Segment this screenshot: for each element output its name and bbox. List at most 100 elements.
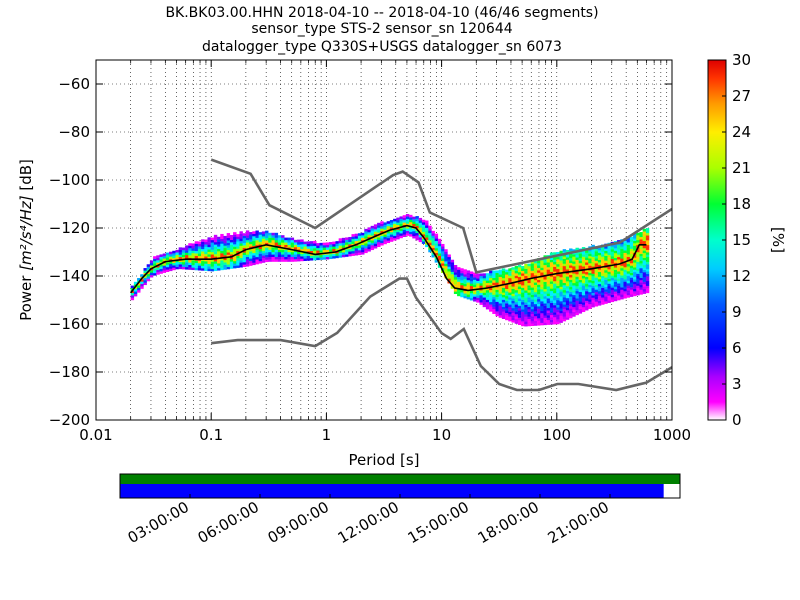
heatmap-cell — [642, 238, 647, 242]
heatmap-cell — [175, 261, 179, 265]
heatmap-cell — [607, 285, 611, 289]
heatmap-cell — [351, 241, 355, 244]
heatmap-cell — [562, 318, 567, 322]
heatmap-cell — [636, 283, 640, 286]
heatmap-cell — [575, 281, 579, 284]
heatmap-cell — [642, 257, 647, 261]
heatmap-cell — [245, 232, 250, 236]
heatmap-cell — [578, 311, 583, 314]
heatmap-cell — [223, 264, 227, 268]
heatmap-cell — [492, 306, 496, 310]
heatmap-cell — [642, 286, 647, 290]
heatmap-cell — [338, 243, 343, 246]
heatmap-cell — [610, 268, 615, 271]
heatmap-cell — [185, 259, 189, 263]
heatmap-cell — [533, 318, 538, 321]
heatmap-cell — [639, 232, 643, 235]
heatmap-cell — [284, 242, 288, 245]
heatmap-cell — [389, 227, 394, 230]
heatmap-cell — [425, 234, 429, 238]
heatmap-cell — [354, 250, 359, 254]
heatmap-cell — [639, 275, 643, 278]
heatmap-cell — [524, 285, 528, 289]
heatmap-cell — [626, 290, 631, 293]
heatmap-cell — [402, 231, 407, 235]
heatmap-cell — [421, 238, 426, 242]
heatmap-cell — [428, 247, 432, 250]
heatmap-cell — [495, 313, 499, 317]
heatmap-cell — [559, 298, 563, 302]
heatmap-cell — [201, 253, 205, 257]
heatmap-cell — [133, 293, 138, 297]
heatmap-cell — [457, 276, 461, 280]
heatmap-cell — [588, 303, 592, 307]
heatmap-cell — [642, 288, 647, 292]
heatmap-cell — [460, 268, 464, 271]
heatmap-cell — [530, 306, 535, 310]
heatmap-cell — [601, 258, 605, 262]
heatmap-cell — [473, 286, 477, 290]
heatmap-cell — [146, 276, 151, 279]
heatmap-cell — [444, 254, 448, 257]
heatmap-cell — [341, 245, 346, 248]
heatmap-cell — [601, 278, 605, 281]
heatmap-cell — [421, 226, 426, 230]
heatmap-cell — [642, 245, 647, 249]
heatmap-cell — [169, 254, 173, 257]
heatmap-cell — [636, 290, 640, 294]
heatmap-cell — [575, 288, 579, 292]
heatmap-cell — [463, 290, 467, 294]
heatmap-cell — [485, 280, 490, 284]
heatmap-cell — [530, 304, 535, 307]
heatmap-cell — [409, 214, 413, 218]
heatmap-cell — [258, 253, 263, 257]
heatmap-cell — [508, 302, 512, 305]
heatmap-cell — [540, 303, 544, 307]
heatmap-cell — [348, 246, 352, 250]
heatmap-cell — [553, 273, 557, 277]
heatmap-cell — [594, 255, 599, 259]
heatmap-cell — [431, 238, 435, 241]
x-axis-ticks: 0.01 0.1 1 10 100 1000 — [79, 60, 691, 444]
heatmap-cell — [569, 255, 573, 259]
heatmap-cell — [316, 245, 320, 249]
heatmap-cell — [367, 244, 371, 247]
heatmap-cell — [194, 246, 199, 249]
heatmap-cell — [569, 298, 573, 302]
heatmap-cell — [607, 290, 611, 294]
heatmap-cell — [338, 240, 343, 244]
heatmap-cell — [476, 292, 480, 296]
heatmap-cell — [159, 268, 163, 272]
heatmap-cell — [233, 239, 237, 242]
heatmap-cell — [549, 252, 554, 256]
heatmap-cell — [613, 279, 618, 282]
heatmap-cell — [169, 266, 173, 269]
heatmap-cell — [537, 308, 541, 312]
heatmap-cell — [569, 258, 573, 261]
heatmap-cell — [597, 250, 602, 253]
heatmap-cell — [533, 311, 538, 314]
y-tick-label: −80 — [58, 123, 90, 141]
heatmap-cell — [386, 226, 391, 229]
heatmap-cell — [281, 242, 285, 245]
heatmap-cell — [588, 277, 592, 281]
heatmap-cell — [268, 242, 272, 245]
heatmap-cell — [575, 276, 579, 280]
heatmap-cell — [543, 272, 547, 275]
heatmap-cell — [245, 264, 250, 267]
heatmap-cell — [588, 260, 592, 264]
heatmap-cell — [281, 240, 285, 243]
heatmap-cell — [293, 242, 298, 245]
heatmap-cell — [457, 283, 461, 287]
heatmap-cell — [594, 275, 599, 278]
heatmap-cell — [559, 284, 563, 287]
heatmap-cell — [476, 300, 480, 303]
heatmap-cell — [572, 273, 576, 276]
heatmap-cell — [636, 259, 640, 262]
heatmap-cell — [626, 278, 631, 281]
heatmap-cell — [537, 318, 541, 321]
heatmap-cell — [613, 286, 618, 290]
heatmap-cell — [626, 292, 631, 296]
heatmap-cell — [527, 292, 531, 296]
heatmap-cell — [527, 275, 531, 279]
